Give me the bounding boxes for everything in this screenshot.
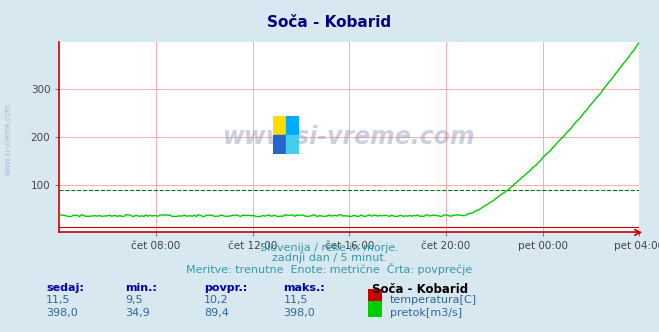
Text: Soča - Kobarid: Soča - Kobarid: [268, 15, 391, 30]
Text: 10,2: 10,2: [204, 295, 229, 305]
Text: pretok[m3/s]: pretok[m3/s]: [390, 308, 462, 318]
Bar: [286, 135, 299, 154]
Text: povpr.:: povpr.:: [204, 283, 248, 293]
Bar: [273, 135, 286, 154]
Text: 11,5: 11,5: [283, 295, 308, 305]
Text: Slovenija / reke in morje.: Slovenija / reke in morje.: [260, 243, 399, 253]
Text: zadnji dan / 5 minut.: zadnji dan / 5 minut.: [272, 253, 387, 263]
Text: 398,0: 398,0: [283, 308, 315, 318]
Text: temperatura[C]: temperatura[C]: [390, 295, 477, 305]
Text: 34,9: 34,9: [125, 308, 150, 318]
Text: Soča - Kobarid: Soča - Kobarid: [372, 283, 469, 296]
Text: Meritve: trenutne  Enote: metrične  Črta: povprečje: Meritve: trenutne Enote: metrične Črta: …: [186, 263, 473, 275]
Bar: [273, 116, 286, 135]
Text: www.si-vreme.com: www.si-vreme.com: [223, 125, 476, 149]
Text: 9,5: 9,5: [125, 295, 143, 305]
Text: 11,5: 11,5: [46, 295, 71, 305]
Text: www.si-vreme.com: www.si-vreme.com: [3, 104, 13, 175]
Text: 398,0: 398,0: [46, 308, 78, 318]
Text: 89,4: 89,4: [204, 308, 229, 318]
Text: sedaj:: sedaj:: [46, 283, 84, 293]
Text: min.:: min.:: [125, 283, 157, 293]
Bar: [286, 116, 299, 135]
Text: maks.:: maks.:: [283, 283, 325, 293]
